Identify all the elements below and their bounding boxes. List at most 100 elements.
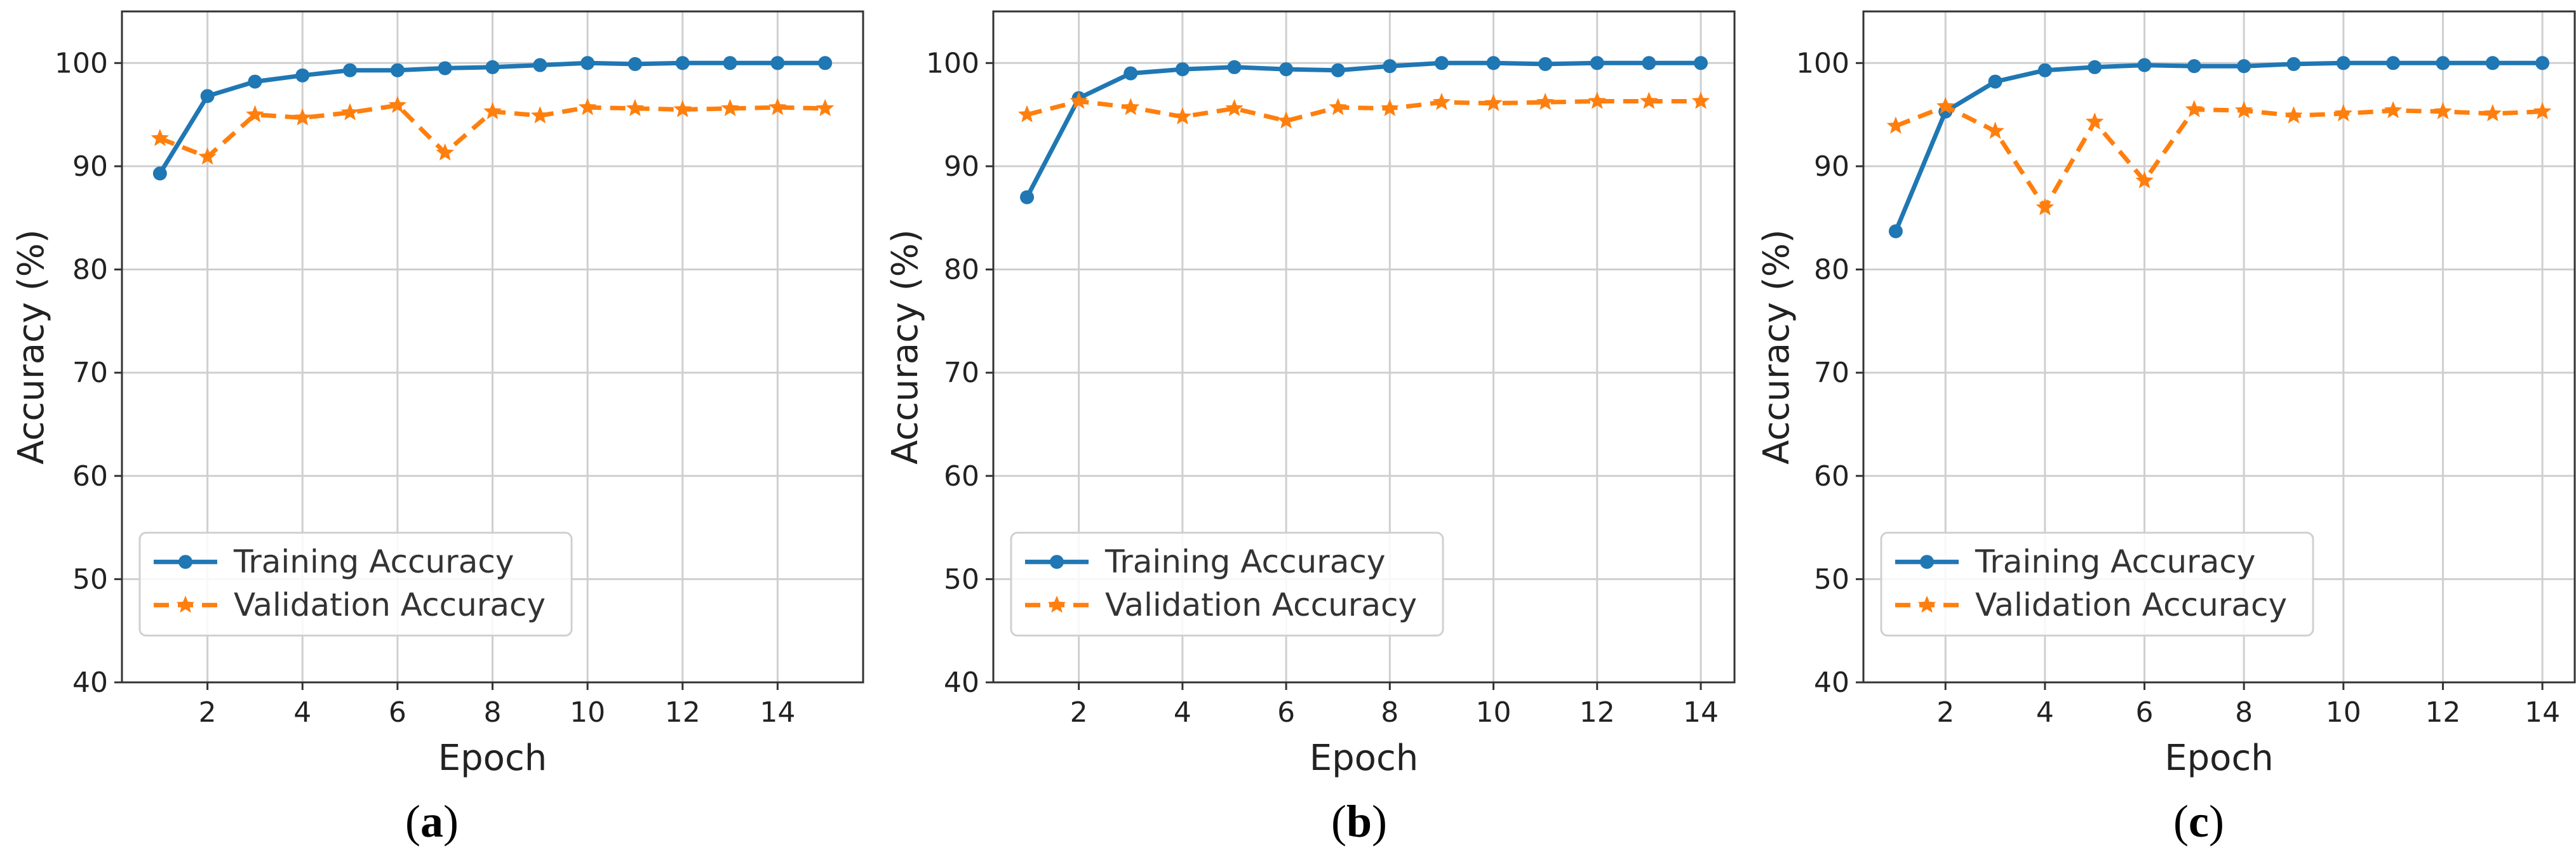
legend-box [1010,531,1444,637]
training-accuracy-point [1888,224,1903,239]
validation-accuracy-point [2434,102,2452,119]
training-accuracy-point [2386,56,2401,70]
training-accuracy-point [1988,74,2002,89]
x-tick-label: 14 [760,696,795,729]
x-tick-label: 2 [1070,696,1088,729]
y-tick-label: 40 [1814,666,1849,699]
training-accuracy-point [343,63,358,77]
chart-panel-c: 40 50 60 70 80 90 100 2 4 6 8 10 12 14 Epoch Accuracy (… [1756,10,2576,847]
validation-accuracy-point [293,108,312,126]
chart-panel-a: 40 50 60 70 80 90 100 2 4 6 8 10 12 14 Epoch Accuracy (… [11,10,864,847]
validation-accuracy-point [483,102,502,119]
y-tick-label: 90 [72,150,108,183]
y-axis-label: Accuracy (%) [885,229,926,464]
training-accuracy-point [2436,56,2450,70]
x-tick-label: 4 [1174,696,1191,729]
training-accuracy-line [1024,60,1701,199]
x-tick-label: 4 [2036,696,2054,729]
y-tick-label: 100 [55,47,108,79]
y-tick-label: 60 [72,460,108,493]
validation-accuracy-point [2036,198,2055,216]
legend-box [138,531,573,637]
legend-box [1880,531,2314,637]
training-accuracy-point [438,61,452,76]
y-tick-label: 90 [1814,150,1849,183]
y-axis-label: Accuracy (%) [1756,229,1797,464]
y-tick-label: 80 [944,254,979,286]
validation-accuracy-point [1640,91,1658,109]
training-accuracy-point [200,89,215,103]
x-tick-label: 10 [2326,696,2361,729]
panel-label-letter: a [420,796,443,847]
y-tick-label: 50 [72,563,108,595]
panel-label: (a) [405,796,459,847]
x-tick-label: 12 [1580,696,1615,729]
validation-accuracy-point [768,98,787,116]
x-tick-label: 8 [2235,696,2253,729]
validation-accuracy-point [1588,91,1606,109]
validation-accuracy-point [721,98,739,116]
training-accuracy-point [1642,56,1656,70]
validation-accuracy-point [1329,98,1347,116]
validation-accuracy-point [1070,91,1088,109]
legend-marker-circle [1920,555,1934,569]
training-accuracy-point [1331,63,1345,77]
validation-accuracy-point [1936,96,1955,114]
training-accuracy-point [1590,56,1604,70]
validation-accuracy-point [1536,93,1555,110]
legend-label: Training Accuracy [1975,543,2255,580]
training-accuracy-point [1279,62,1294,77]
x-tick-label: 2 [1936,696,1954,729]
y-tick-label: 60 [944,460,979,493]
x-axis-label: Epoch [2164,738,2273,779]
legend-marker-circle [178,555,192,569]
y-tick-label: 90 [944,150,979,183]
y-tick-label: 70 [944,357,979,389]
validation-accuracy-point [388,96,407,114]
validation-accuracy-point [815,98,835,116]
panel-label-close: ) [2209,796,2224,847]
legend-label: Validation Accuracy [1105,587,1417,623]
validation-accuracy-point [1484,93,1503,111]
y-tick-label: 50 [944,563,979,595]
chart-panel-b: 40 50 60 70 80 90 100 2 4 6 8 10 12 14 Epoch Accuracy (… [885,10,1736,847]
panel-label-open: ( [405,796,420,847]
y-axis-label: Accuracy (%) [11,229,52,464]
training-accuracy-point [1434,56,1449,70]
legend: Training Accuracy Validation Accuracy [1010,531,1444,637]
validation-accuracy-point [2135,171,2154,189]
y-tick-label: 60 [1814,460,1849,493]
training-accuracy-point [770,56,785,70]
training-accuracy-point [723,56,737,70]
validation-accuracy-point [1886,116,1905,134]
validation-accuracy-point [246,105,264,123]
validation-accuracy-point [2185,100,2204,117]
validation-accuracy-point [151,129,170,147]
y-tick-label: 80 [1814,254,1849,286]
legend-marker-star [176,595,195,613]
panel-label: (b) [1331,796,1387,847]
x-tick-label: 8 [1381,696,1399,729]
training-accuracy-point [2286,56,2301,71]
training-accuracy-point [2187,59,2201,74]
x-tick-label: 6 [2136,696,2154,729]
validation-accuracy-point [1432,93,1451,110]
training-accuracy-point [2535,56,2550,70]
validation-accuracy-point [2384,101,2403,119]
x-tick-label: 4 [293,696,311,729]
legend: Training Accuracy Validation Accuracy [1880,531,2314,637]
training-accuracy-point [1486,56,1501,70]
legend-label: Training Accuracy [1104,543,1385,580]
y-tick-label: 100 [1796,47,1849,79]
training-accuracy-point [627,56,642,71]
training-accuracy-point [390,63,405,77]
validation-accuracy-point [1277,111,1296,129]
validation-accuracy-point [673,100,692,117]
training-accuracy-point [1693,56,1708,70]
validation-accuracy-point [436,143,454,161]
validation-accuracy-point [1381,98,1399,116]
x-tick-label: 10 [1476,696,1512,729]
y-tick-label: 50 [1814,563,1849,595]
validation-accuracy-point [340,103,359,121]
